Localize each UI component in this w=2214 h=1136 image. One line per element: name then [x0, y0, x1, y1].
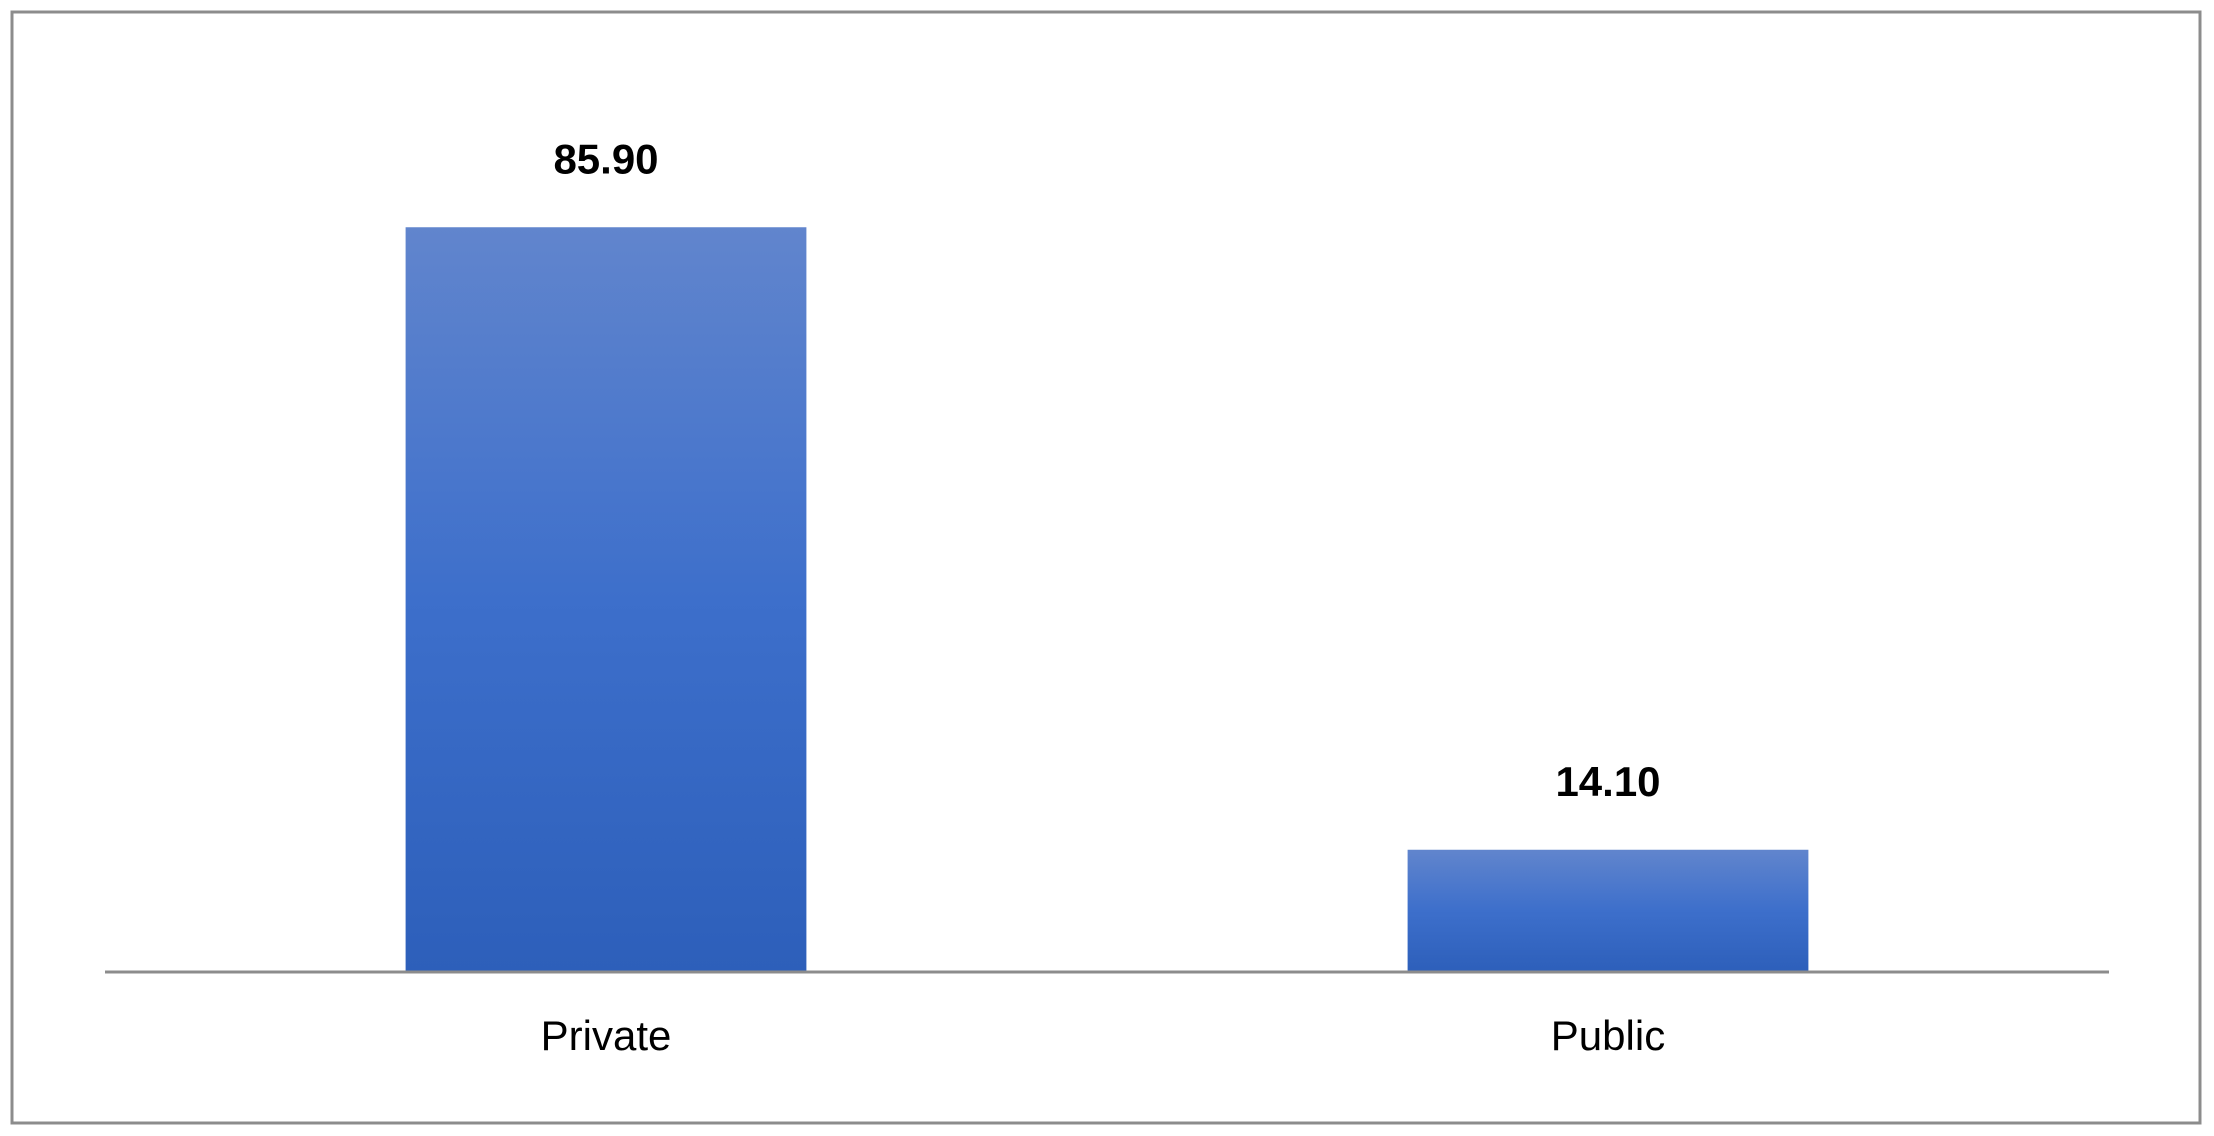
x-tick-label: Public: [1551, 1012, 1665, 1059]
chart-border: [10, 10, 2202, 1125]
data-label: 14.10: [1555, 758, 1660, 805]
data-label: 85.90: [553, 135, 658, 182]
bar: [405, 227, 807, 972]
x-tick-label: Private: [541, 1012, 672, 1059]
bar: [1407, 849, 1809, 972]
